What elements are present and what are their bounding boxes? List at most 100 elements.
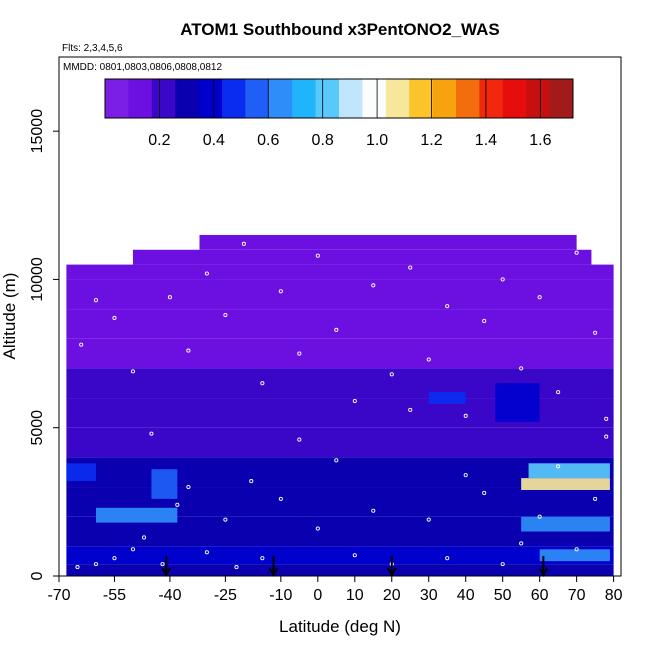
sample-point [426,357,431,362]
sample-arrows [161,556,549,578]
colorbar-swatch [456,79,480,118]
sample-point [186,484,191,490]
dates-note: MMDD: 0801,0803,0806,0808,0812 [63,62,222,73]
heatmap-cell [521,516,610,532]
heatmap-band [66,279,614,310]
colorbar-tick-label: 1.2 [420,132,442,149]
sample-point [445,556,450,561]
colorbar-swatch [385,79,410,118]
x-tick-label: 0 [313,587,322,604]
heatmap-band [66,546,614,565]
sample-point [371,283,376,288]
y-axis: 0 5000 10000 15000 [29,109,59,580]
sample-point [593,330,598,335]
sample-point [574,250,579,255]
x-tick-label: 20 [383,587,401,604]
colorbar-tick-label: 1.6 [529,132,551,149]
x-tick-label: 40 [457,587,475,604]
sample-point [223,312,228,318]
heatmap-cell [428,392,466,404]
sample-point [334,327,339,332]
sample-point [482,490,487,496]
sample-point [223,517,228,522]
sample-point [160,562,165,567]
sample-point [260,381,265,386]
colorbar: 0.2 0.4 0.6 0.8 1.0 1.2 1.4 1.6 [104,78,574,149]
heatmap-cell [95,507,178,523]
sample-point [278,496,283,501]
sample-point [241,241,246,246]
colorbar-swatch [175,79,200,118]
sample-point [141,535,147,540]
y-tick-label: 5000 [29,410,46,446]
colorbar-swatch [362,79,387,118]
sample-point [297,351,302,356]
x-tick-label: -70 [47,587,70,604]
colorbar-tick-label: 0.8 [312,132,334,149]
sample-point [500,277,505,282]
sample-point [463,473,468,478]
sample-point [408,407,413,412]
plot-frame [58,56,622,577]
sample-point [278,289,283,294]
heatmap-cell [66,463,96,482]
y-axis-label: Altitude (m) [0,273,19,360]
heatmap-band [132,249,592,265]
x-tick-label: 80 [605,587,623,604]
y-tick-label: 15000 [29,109,46,154]
sample-point [204,550,209,555]
sample-point [482,318,487,323]
sample-point [93,298,99,303]
colorbar-swatch [502,79,527,118]
x-tick-label: -55 [103,587,126,604]
sample-arrowhead [538,567,549,578]
sample-point [556,390,561,395]
x-tick-label: -10 [269,587,292,604]
x-tick-label: 60 [531,587,549,604]
sample-point [75,565,80,570]
heatmap-cell [151,469,178,499]
y-tick-label: 10000 [29,257,46,302]
sample-arrowhead [268,567,279,578]
colorbar-swatch [526,79,551,118]
sample-point [604,434,609,439]
sample-point [112,556,117,561]
sample-point [167,295,172,300]
y-tick-label: 0 [29,571,46,580]
sample-point [593,496,598,501]
sample-point [315,253,320,258]
sample-point [389,372,394,377]
heatmap-band [66,309,614,339]
sample-point [519,366,524,371]
sample-point [130,547,135,552]
sample-point [445,304,450,309]
colorbar-tick-label: 0.4 [203,132,225,149]
colorbar-swatch [105,79,129,118]
colorbar-swatch [245,79,270,118]
sample-point [463,413,468,418]
sample-point [93,562,99,567]
x-tick-label: 50 [494,587,512,604]
heatmap-highlights [66,383,610,562]
heatmap-band [66,338,614,369]
sample-point [556,464,561,469]
colorbar-swatch [339,79,363,118]
colorbar-tick-label: 0.2 [148,132,170,149]
colorbar-tick-label: 0.6 [257,132,279,149]
x-tick-label: 30 [420,587,438,604]
chart-title: ATOM1 Southbound x3PentONO2_WAS [180,20,500,39]
colorbar-swatch [128,79,153,118]
sample-point [112,315,117,321]
heatmap-cell [539,549,610,562]
sample-point [334,458,339,463]
sample-point [315,526,320,531]
sample-point [352,553,357,558]
colorbar-swatch [198,79,223,118]
colorbar-tick-label: 1.0 [366,132,388,149]
x-tick-label: -25 [214,587,237,604]
x-tick-label: 10 [346,587,364,604]
sample-point [604,416,609,421]
sample-point [574,547,579,552]
colorbar-swatch [222,79,246,118]
